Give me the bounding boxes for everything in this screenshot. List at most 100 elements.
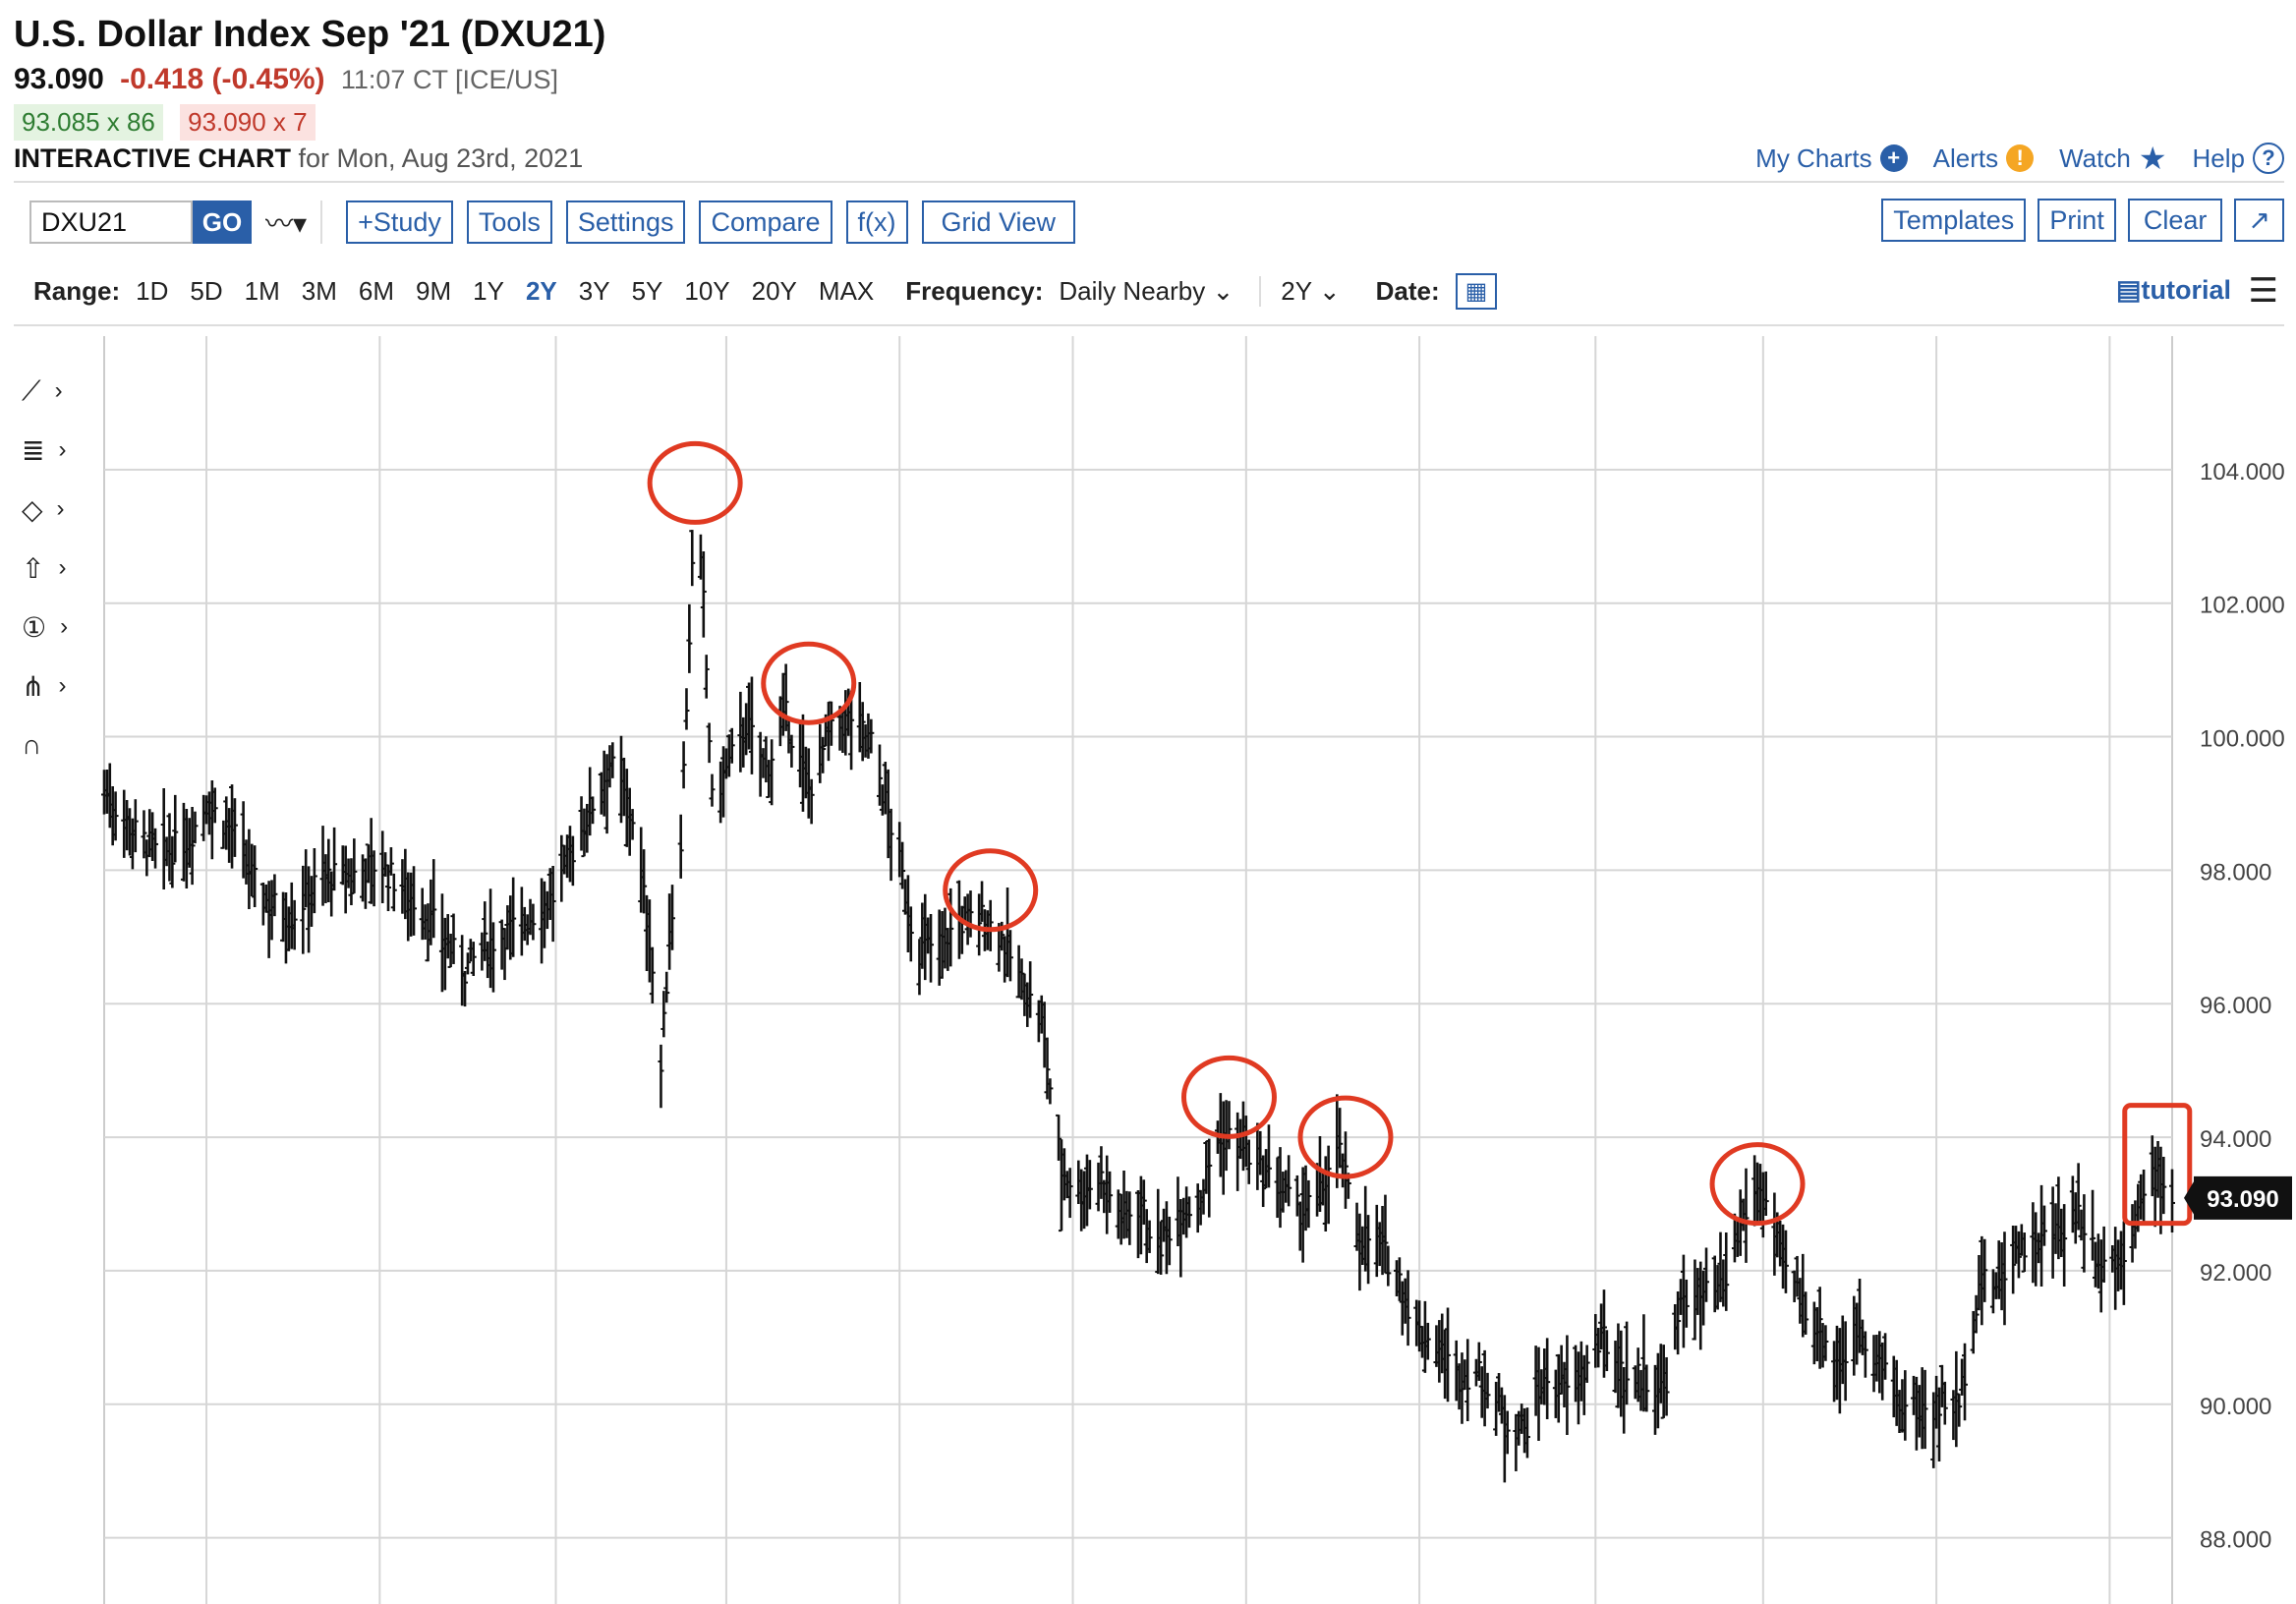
date-label: Date: — [1375, 275, 1440, 306]
toolbar-divider — [320, 200, 332, 244]
y-tick-label: 98.000 — [2200, 859, 2271, 886]
y-tick-label: 90.000 — [2200, 1394, 2271, 1420]
bid-badge: 93.085 x 86 — [14, 104, 163, 141]
quote-time: 11:07 CT [ICE/US] — [340, 65, 558, 94]
shape-tool[interactable]: ◇ › — [22, 480, 100, 539]
range-options: 1D 5D 1M 3M 6M 9M 1Y 2Y 3Y 5Y 10Y 20Y MAX — [136, 276, 895, 307]
last-price-box — [2194, 1175, 2292, 1220]
range-option[interactable]: 5Y — [631, 275, 663, 306]
bid-ask: 93.085 x 86 93.090 x 7 — [14, 104, 316, 141]
y-tick-label: 94.000 — [2200, 1126, 2271, 1153]
compare-button[interactable]: Compare — [699, 200, 832, 244]
alerts-link[interactable]: Alerts ! — [1933, 143, 2035, 174]
interactive-chart-label: INTERACTIVE CHART for Mon, Aug 23rd, 202… — [14, 143, 583, 174]
fx-button[interactable]: f(x) — [845, 200, 908, 244]
range-option[interactable]: 6M — [358, 275, 394, 306]
tools-button[interactable]: Tools — [466, 200, 552, 244]
plus-icon: + — [1879, 144, 1908, 172]
ask-badge: 93.090 x 7 — [180, 104, 316, 141]
annotation-circle — [647, 440, 743, 525]
calendar-icon[interactable]: ▦ — [1455, 272, 1498, 310]
magnet-tool[interactable]: ∩ — [22, 716, 100, 774]
range-option[interactable]: 10Y — [684, 275, 730, 306]
range-option[interactable]: 9M — [416, 275, 452, 306]
y-tick-label: 104.000 — [2200, 459, 2285, 486]
range-option[interactable]: 20Y — [751, 275, 797, 306]
range-option[interactable]: 1D — [136, 275, 169, 306]
quote-line: 93.090 -0.418 (-0.45%) 11:07 CT [ICE/US] — [14, 63, 558, 96]
study-button[interactable]: +Study — [346, 200, 453, 244]
line-tool[interactable]: ⟋ › — [22, 362, 100, 421]
expand-button[interactable]: ↗ — [2234, 199, 2284, 242]
line-draw-icon: ⟋ — [22, 374, 41, 406]
range-option[interactable]: 2Y — [525, 275, 557, 306]
print-button[interactable]: Print — [2038, 199, 2116, 242]
count-tool[interactable]: ① › — [22, 598, 100, 657]
range-option[interactable]: 5D — [190, 275, 223, 306]
page-title: U.S. Dollar Index Sep '21 (DXU21) — [14, 14, 606, 55]
range-label: Range: — [33, 275, 121, 306]
film-icon: ▤ — [2115, 275, 2142, 305]
range-divider — [14, 324, 2284, 326]
chevron-down-icon: ⌄ — [1318, 275, 1341, 306]
top-links: My Charts + Alerts ! Watch ★ Help ? — [1755, 140, 2284, 177]
last-price: 93.090 — [14, 63, 104, 95]
pitchfork-tool[interactable]: ⋔ › — [22, 657, 100, 716]
chevron-right-icon: › — [56, 495, 65, 522]
chevron-right-icon: › — [58, 672, 67, 699]
arrow-tool[interactable]: ⇧ › — [22, 539, 100, 598]
shape-icon: ◇ — [22, 493, 43, 525]
symbol-input[interactable] — [29, 200, 193, 244]
drawing-tools: ⟋ › ≣ › ◇ › ⇧ › ① › ⋔ › ∩ — [22, 362, 100, 774]
range-option[interactable]: 1Y — [473, 275, 504, 306]
y-tick-label: 92.000 — [2200, 1260, 2271, 1287]
templates-button[interactable]: Templates — [1881, 199, 2027, 242]
ic-label: INTERACTIVE CHART — [14, 143, 291, 173]
chevron-down-icon: ⌄ — [1212, 275, 1234, 306]
grid-view-button[interactable]: Grid View — [921, 200, 1076, 244]
annotation-circle — [943, 848, 1039, 933]
number-one-icon: ① — [22, 611, 47, 643]
menu-icon[interactable]: ☰ — [2248, 272, 2278, 310]
header-divider — [14, 181, 2284, 183]
chevron-right-icon: › — [60, 613, 69, 640]
range-option[interactable]: 1M — [244, 275, 280, 306]
go-button[interactable]: GO — [193, 200, 252, 244]
pitchfork-icon: ⋔ — [22, 670, 45, 702]
range-option[interactable]: 3M — [301, 275, 337, 306]
magnet-icon: ∩ — [22, 729, 42, 760]
question-icon: ? — [2253, 143, 2284, 174]
tutorial-link[interactable]: ▤tutorial — [2115, 275, 2231, 305]
clear-button[interactable]: Clear — [2127, 199, 2223, 242]
y-tick-label: 96.000 — [2200, 993, 2271, 1019]
alert-icon: ! — [2006, 144, 2035, 172]
price-change: -0.418 (-0.45%) — [120, 63, 325, 95]
last-price-label: 93.090 — [2207, 1186, 2278, 1213]
chevron-right-icon: › — [58, 554, 67, 581]
arrow-up-icon: ⇧ — [22, 552, 45, 584]
annotation-circle — [761, 641, 857, 725]
ic-date: for Mon, Aug 23rd, 2021 — [298, 143, 584, 173]
y-tick-label: 88.000 — [2200, 1527, 2271, 1554]
chevron-right-icon: › — [58, 436, 67, 463]
last-price-pointer — [2184, 1177, 2196, 1218]
range-option[interactable]: 3Y — [578, 275, 610, 306]
chevron-right-icon: › — [54, 377, 63, 404]
frequency-select[interactable]: Daily Nearby ⌄ — [1059, 275, 1234, 306]
toolbar: GO 〰▾ +Study Tools Settings Compare f(x)… — [29, 199, 1076, 246]
frequency-label: Frequency: — [905, 275, 1044, 306]
star-icon: ★ — [2138, 141, 2167, 176]
watch-link[interactable]: Watch ★ — [2059, 141, 2167, 176]
chart-type-icon[interactable]: 〰▾ — [265, 208, 308, 239]
range-option[interactable]: MAX — [818, 275, 875, 306]
my-charts-link[interactable]: My Charts + — [1755, 143, 1908, 174]
fibonacci-icon: ≣ — [22, 434, 45, 466]
help-link[interactable]: Help ? — [2193, 143, 2284, 174]
toolbar-right: Templates Print Clear ↗ — [1881, 199, 2284, 242]
period-select[interactable]: 2Y ⌄ — [1259, 275, 1341, 307]
settings-button[interactable]: Settings — [565, 200, 686, 244]
y-tick-label: 100.000 — [2200, 726, 2285, 753]
y-tick-label: 102.000 — [2200, 593, 2285, 619]
fib-tool[interactable]: ≣ › — [22, 421, 100, 480]
